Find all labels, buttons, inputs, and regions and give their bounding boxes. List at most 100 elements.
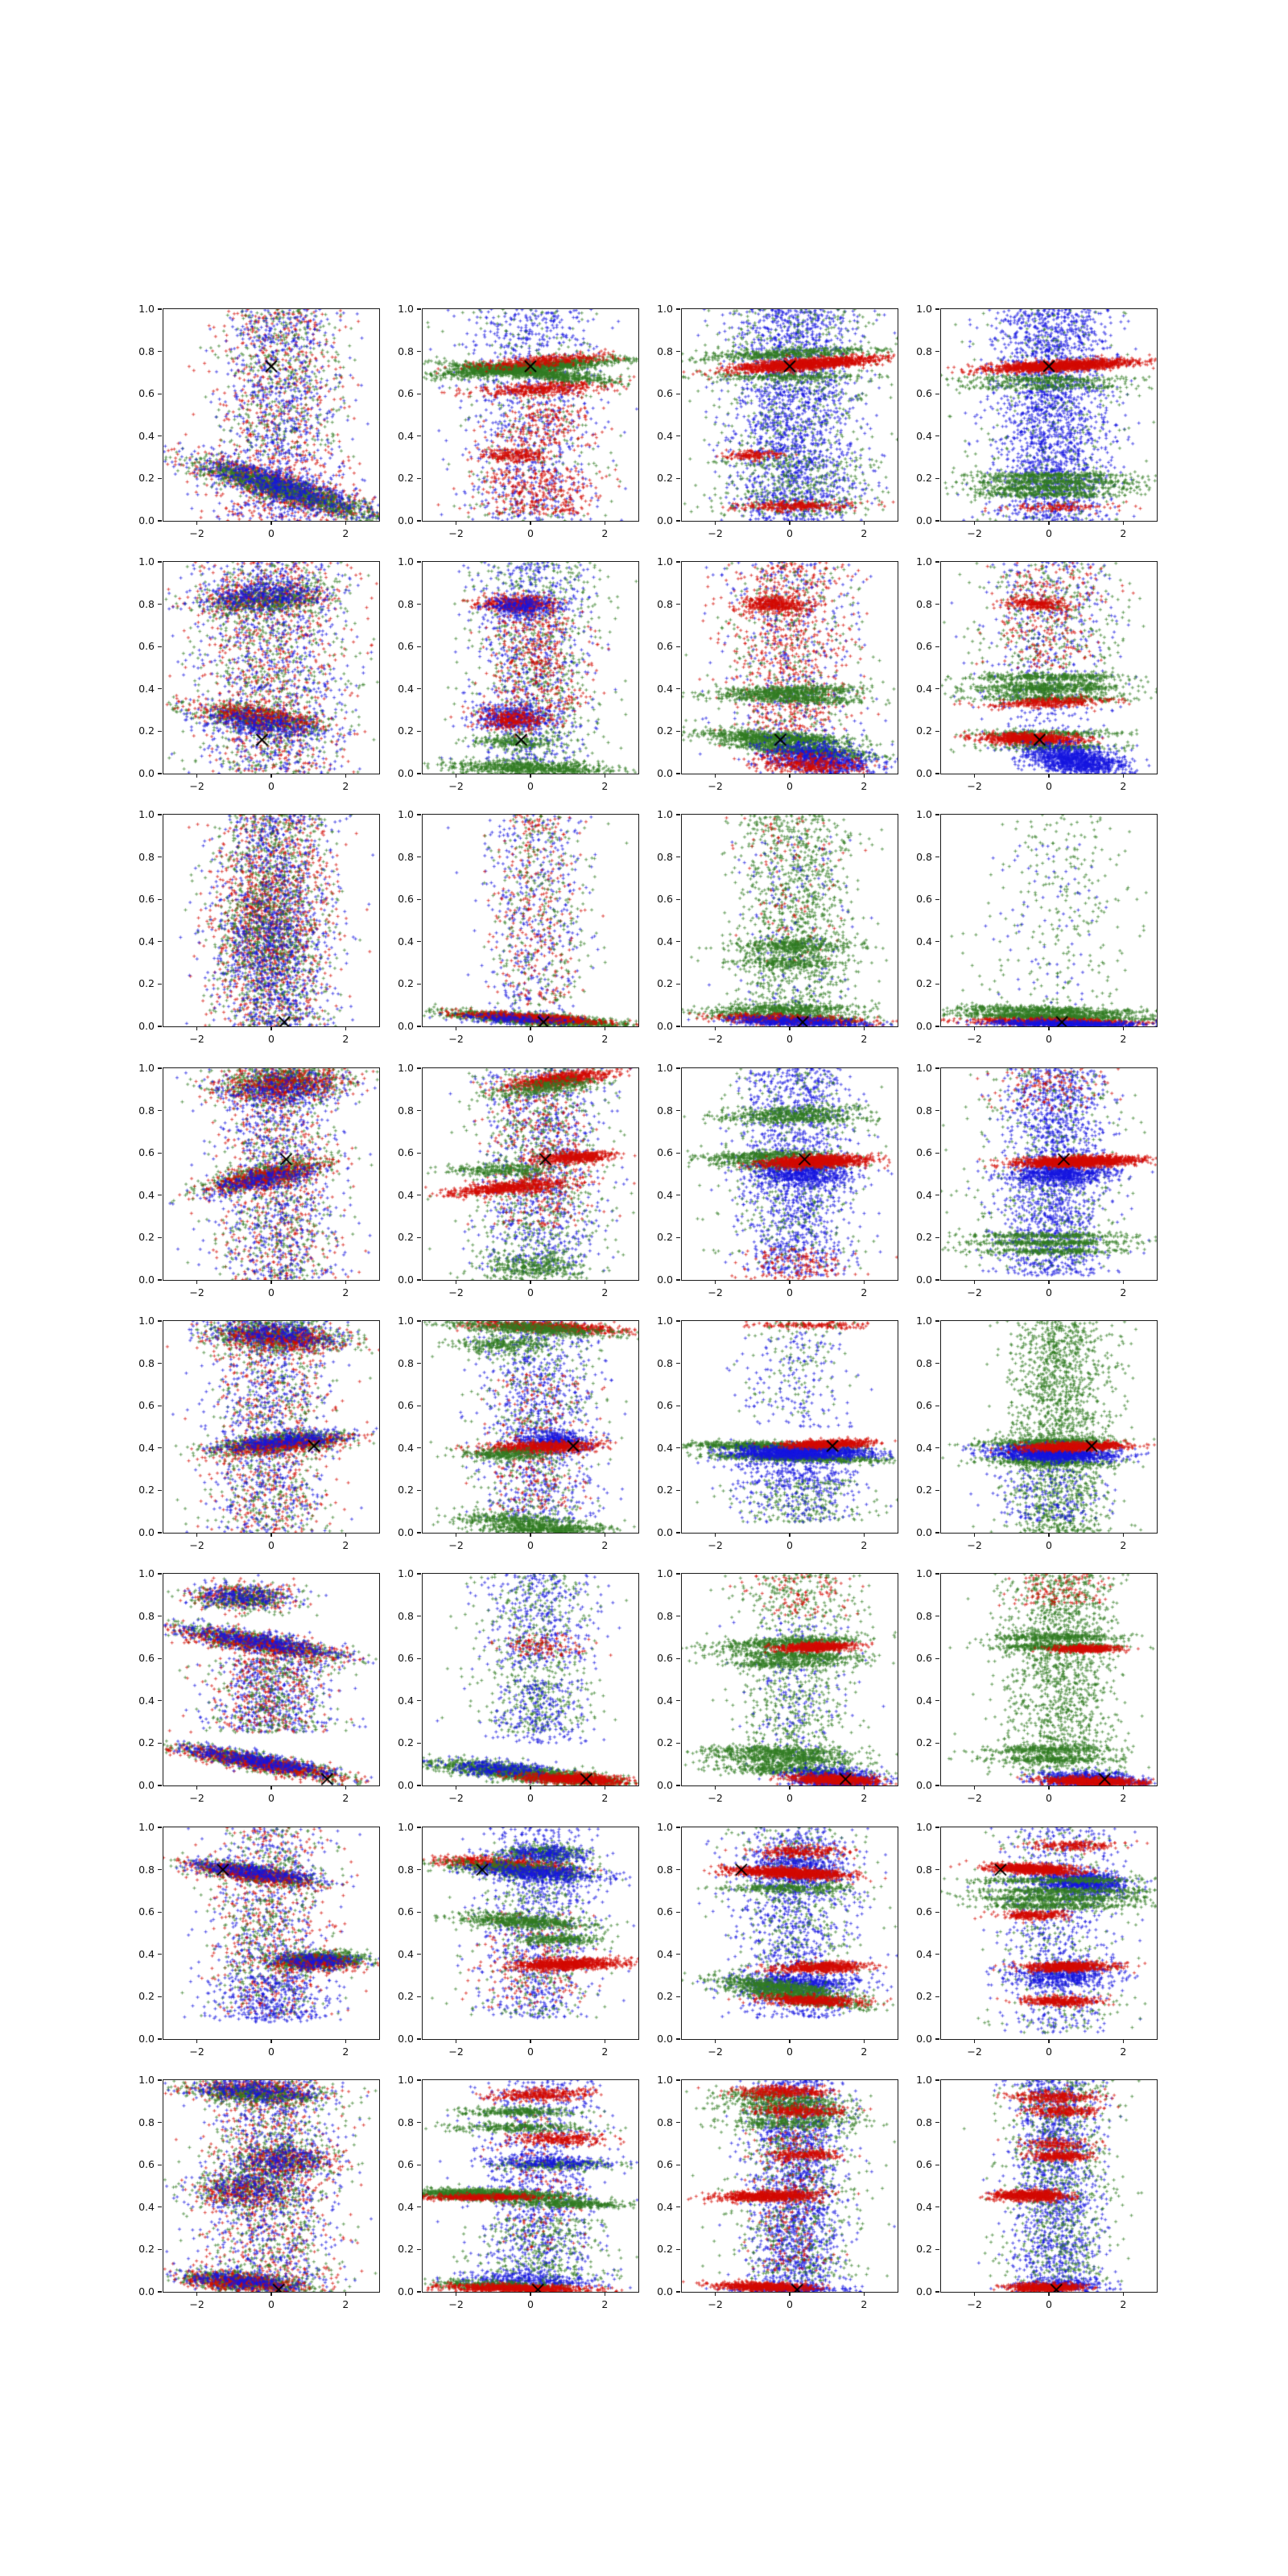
y-tick-label: 0.6 [398, 640, 414, 653]
y-tick [935, 350, 940, 353]
y-tick [935, 814, 940, 815]
x-tick-label: −2 [708, 2298, 723, 2310]
x-tick [345, 1280, 347, 1284]
y-tick-label: 0.0 [657, 2033, 673, 2045]
y-tick [158, 1996, 163, 1998]
y-tick [935, 2079, 940, 2081]
x-tick-label: 0 [786, 1539, 793, 1551]
y-tick-label: 0.4 [138, 1694, 155, 1707]
y-tick [417, 2079, 422, 2081]
x-tick-label: −2 [967, 1286, 982, 1298]
y-tick-label: 0.4 [398, 2200, 414, 2213]
y-tick-label: 0.8 [398, 2116, 414, 2128]
y-tick-label: 0.4 [657, 1188, 673, 1201]
y-tick-label: 0.8 [398, 1609, 414, 1622]
x-tick-label: −2 [708, 1539, 723, 1551]
y-tick-label: 0.8 [657, 1609, 673, 1622]
y-tick [417, 350, 422, 353]
x-tick-label: −2 [189, 780, 204, 792]
y-tick-label: 1.0 [398, 1062, 414, 1074]
subplot-r5c3: −2 0 2 0.0 0.2 0.4 0.6 0.8 1.0 [657, 1315, 898, 1551]
y-tick-label: 0.8 [916, 1104, 932, 1117]
y-tick-label: 0.4 [657, 935, 673, 947]
scatter-canvas [423, 815, 638, 1026]
y-tick [676, 1320, 681, 1322]
y-tick [417, 308, 422, 310]
x-tick-label: −2 [967, 780, 982, 792]
subplot-r6c4: −2 0 2 0.0 0.2 0.4 0.6 0.8 1.0 [916, 1567, 1158, 1804]
x-tick-label: −2 [448, 1539, 464, 1551]
y-tick-label: 0.2 [657, 2243, 673, 2256]
x-tick-label: 0 [527, 527, 534, 539]
y-tick-label: 0.2 [398, 1990, 414, 2003]
x-tick-label: 0 [527, 1539, 534, 1551]
y-tick-label: 0.2 [916, 1484, 932, 1496]
x-tick-label: 2 [601, 780, 609, 792]
y-tick-label: 0.6 [916, 1146, 932, 1159]
y-tick-label: 0.0 [398, 2033, 414, 2045]
y-tick [935, 730, 940, 733]
x-tick-label: 0 [268, 1539, 275, 1551]
subplot-r1c1: −2 0 2 0.0 0.2 0.4 0.6 0.8 1.0 [138, 303, 380, 539]
x-tick-label: 0 [527, 1286, 534, 1298]
x-tick [345, 521, 347, 525]
y-tick [417, 1447, 422, 1449]
y-tick-label: 0.2 [657, 1231, 673, 1244]
y-tick [417, 477, 422, 480]
y-tick-label: 0.4 [398, 1947, 414, 1960]
y-tick-label: 0.0 [138, 1526, 155, 1538]
x-tick [1048, 774, 1050, 778]
x-tick [345, 1026, 347, 1030]
scatter-canvas [163, 562, 379, 774]
y-tick-label: 0.8 [398, 850, 414, 863]
y-tick-label: 1.0 [138, 2074, 155, 2086]
y-tick-label: 0.8 [657, 1104, 673, 1117]
subplot-r3c3: −2 0 2 0.0 0.2 0.4 0.6 0.8 1.0 [657, 808, 898, 1045]
x-tick [270, 2292, 272, 2296]
scatter-canvas [941, 2080, 1157, 2292]
x-tick [196, 521, 198, 525]
y-tick [417, 1657, 422, 1659]
x-tick-label: 0 [527, 2046, 534, 2058]
y-tick-label: 0.6 [916, 640, 932, 653]
y-tick-label: 0.2 [657, 724, 673, 737]
y-tick-label: 1.0 [398, 1567, 414, 1579]
y-tick [935, 941, 940, 943]
y-tick [935, 1152, 940, 1154]
y-tick-label: 0.0 [398, 2285, 414, 2297]
y-tick [158, 1067, 163, 1069]
x-tick-label: 2 [861, 1792, 868, 1804]
x-tick [196, 1026, 198, 1030]
y-tick-label: 0.2 [916, 977, 932, 990]
x-tick [345, 2292, 347, 2296]
x-tick-label: 2 [861, 780, 868, 792]
y-tick-label: 0.4 [398, 935, 414, 947]
y-tick-label: 0.6 [916, 1652, 932, 1665]
x-tick-label: 2 [861, 1033, 868, 1045]
x-tick-label: 2 [601, 2298, 609, 2310]
y-tick-label: 0.6 [657, 893, 673, 906]
y-tick-label: 0.2 [398, 1484, 414, 1496]
y-tick [935, 1236, 940, 1239]
y-tick-label: 0.8 [657, 597, 673, 610]
scatter-canvas [163, 1321, 379, 1533]
x-tick-label: −2 [448, 780, 464, 792]
x-tick-label: 2 [861, 1286, 868, 1298]
y-tick-label: 0.0 [398, 767, 414, 779]
y-tick [158, 477, 163, 480]
x-tick-label: 2 [342, 527, 349, 539]
y-tick-label: 0.2 [916, 724, 932, 737]
y-tick [676, 983, 681, 985]
x-tick [196, 1533, 198, 1537]
y-tick-label: 0.6 [138, 893, 155, 906]
y-tick [158, 1279, 163, 1281]
x-tick [863, 521, 865, 525]
x-tick-label: −2 [448, 527, 464, 539]
y-tick-label: 0.2 [657, 1990, 673, 2003]
x-tick [973, 2292, 976, 2296]
x-tick [196, 2039, 198, 2043]
x-tick-label: 2 [861, 2298, 868, 2310]
scatter-canvas [941, 1827, 1157, 2039]
y-tick [935, 1700, 940, 1702]
y-tick [676, 1109, 681, 1112]
